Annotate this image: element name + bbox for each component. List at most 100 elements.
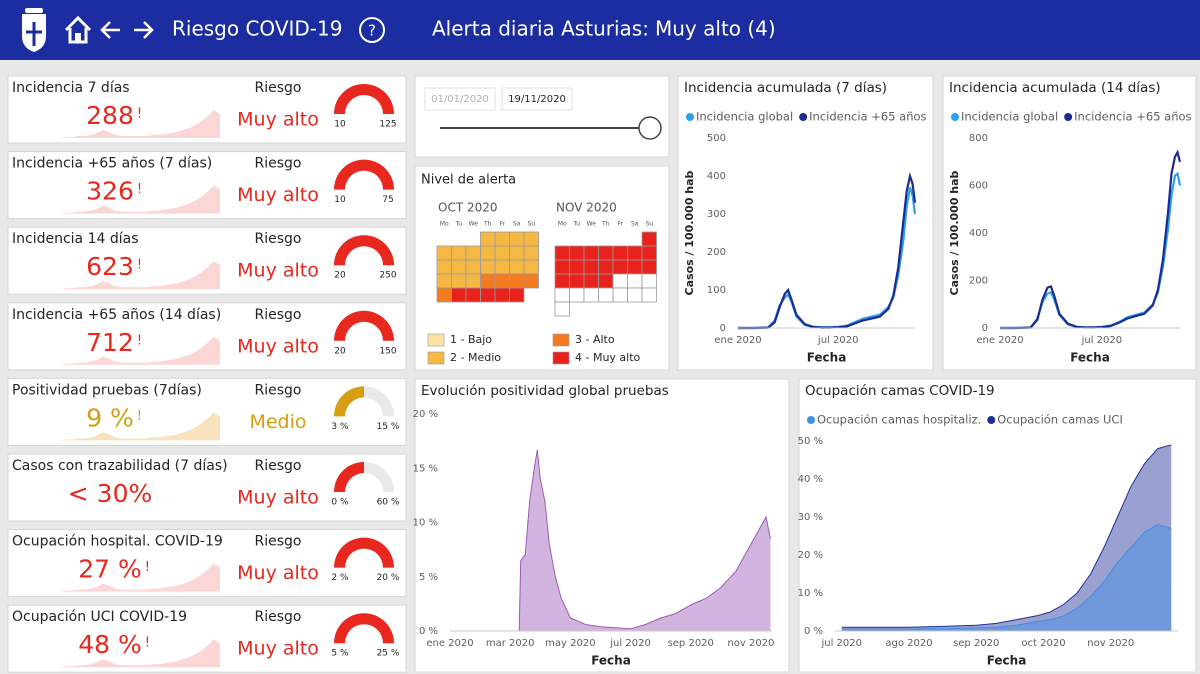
legend-marker — [799, 113, 808, 121]
calendar-day — [583, 259, 599, 275]
legend-label: Ocupación camas hospitaliz. — [817, 413, 981, 427]
logo — [22, 8, 46, 52]
gauge-max: 250 — [379, 271, 396, 281]
y-tick-label: 50 % — [798, 436, 823, 447]
date-start: 01/01/2020 — [431, 94, 489, 105]
kpi-sparkline — [60, 185, 220, 214]
x-axis-title: Fecha — [807, 351, 847, 365]
kpi-risk-label: Riesgo — [255, 534, 302, 550]
kpi-flag: ! — [137, 333, 142, 348]
gauge-max: 125 — [379, 120, 396, 130]
x-tick-label: ene 2020 — [426, 638, 473, 649]
calendar-day — [509, 245, 525, 261]
kpi-flag: ! — [145, 560, 150, 575]
calendar-day — [451, 273, 467, 289]
area-fill — [519, 449, 771, 631]
calendar-day — [480, 245, 496, 261]
date-start-box[interactable] — [424, 87, 496, 111]
calendar-day — [436, 273, 452, 289]
calendar-day — [641, 245, 657, 261]
date-end: 19/11/2020 — [508, 94, 566, 105]
header-title: Riesgo COVID-19 — [172, 17, 342, 41]
calendar-day — [598, 245, 614, 261]
calendar-day — [612, 245, 628, 261]
kpi-sparkline — [60, 563, 220, 592]
calendar-day — [451, 287, 467, 303]
legend-swatch — [552, 333, 570, 347]
x-tick-label: jul 2020 — [1081, 335, 1123, 346]
kpi-risk-label: Riesgo — [255, 156, 302, 172]
gauge-fill — [334, 84, 394, 114]
calendar-day — [494, 259, 510, 275]
chart-card — [942, 75, 1197, 371]
kpi-risk-label: Riesgo — [255, 382, 302, 398]
calendar-day — [480, 231, 496, 247]
calendar-day — [612, 273, 628, 289]
gauge-fill — [334, 235, 394, 266]
x-axis-title: Fecha — [1070, 351, 1110, 365]
kpi-sparkline — [60, 412, 220, 441]
y-tick-label: 200 — [969, 276, 988, 287]
calendar-day — [554, 287, 570, 303]
calendar-day — [627, 245, 643, 261]
kpi-value: < 30% — [68, 479, 152, 508]
gauge-max: 15 % — [377, 422, 400, 432]
calendar-day — [569, 273, 585, 289]
calendar-day — [480, 273, 496, 289]
kpi-risk: Muy alto — [237, 487, 319, 509]
y-tick-label: 10 % — [798, 588, 823, 599]
y-axis-title: Casos / 100.000 hab — [948, 170, 961, 295]
home-button[interactable] — [64, 15, 92, 44]
calendar-weekday: Fr — [500, 221, 506, 228]
calendar-day — [494, 287, 510, 303]
calendar-day — [451, 259, 467, 275]
kpi-value: 288 — [86, 101, 134, 130]
calendar-day — [509, 273, 525, 289]
legend-swatch — [427, 351, 445, 365]
help-button[interactable]: ? — [368, 22, 376, 40]
y-tick-label: 5 % — [419, 572, 438, 583]
back-button[interactable] — [100, 21, 120, 39]
gauge-min: 10 — [334, 195, 346, 205]
legend-marker — [807, 416, 815, 424]
gauge-fill — [334, 537, 394, 568]
gauge-max: 20 % — [377, 573, 400, 583]
calendar-day — [569, 245, 585, 261]
date-end-box[interactable] — [501, 87, 573, 111]
kpi-flag: ! — [137, 258, 142, 273]
calendar-day — [465, 273, 481, 289]
x-tick-label: mar 2020 — [486, 638, 535, 649]
calendar-day — [523, 231, 539, 247]
chart-title: Incidencia acumulada (7 días) — [684, 80, 887, 96]
legend-label: 4 - Muy alto — [575, 351, 641, 364]
kpi-risk: Muy alto — [237, 184, 319, 206]
kpi-title: Incidencia 7 días — [12, 80, 130, 96]
kpi-flag: ! — [137, 409, 142, 424]
line — [738, 171, 917, 330]
x-tick-label: nov 2020 — [1087, 638, 1134, 649]
kpi-value: 9 % — [86, 403, 134, 432]
forward-button[interactable] — [134, 21, 154, 39]
slider-handle[interactable] — [638, 116, 662, 140]
calendar-weekday: Tu — [454, 221, 462, 228]
calendar-weekday: Mo — [440, 221, 449, 228]
calendar-day — [465, 287, 481, 303]
chart-title: Ocupación camas COVID-19 — [805, 383, 995, 399]
calendar-day — [627, 287, 643, 303]
gauge-fill — [334, 159, 394, 190]
area-line — [518, 449, 771, 632]
y-tick-label: 10 % — [413, 518, 438, 529]
calendar-day — [598, 273, 614, 289]
x-tick-label: sep 2020 — [953, 638, 999, 649]
legend-label: Incidencia global — [696, 110, 793, 124]
y-tick-label: 0 — [982, 323, 988, 334]
gauge-max: 60 % — [377, 498, 400, 508]
calendar-day — [554, 245, 570, 261]
calendar-day — [641, 231, 657, 247]
calendar-day — [641, 273, 657, 289]
help-circle[interactable] — [359, 17, 385, 43]
area-fill — [841, 444, 1172, 631]
legend-label: 1 - Bajo — [450, 333, 492, 346]
kpi-value: 48 % — [78, 630, 142, 659]
legend-label: 2 - Medio — [450, 351, 501, 364]
